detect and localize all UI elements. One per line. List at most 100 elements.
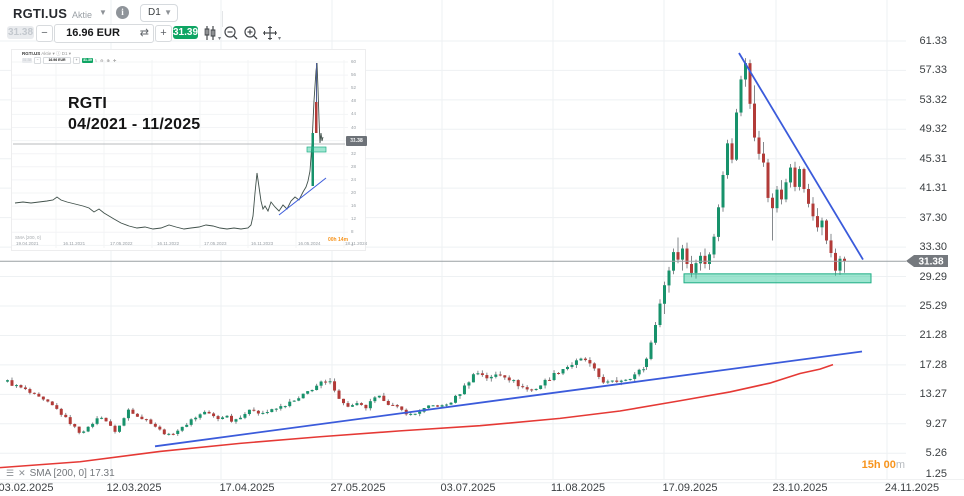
candle-body: [637, 369, 641, 375]
date-axis[interactable]: 03.02.2025 12.03.2025 17.04.2025 27.05.2025…: [0, 480, 964, 496]
candle-body: [798, 169, 801, 187]
candle-body: [77, 426, 81, 433]
trendline-descending-resistance[interactable]: [738, 52, 864, 261]
candle-body: [645, 358, 648, 367]
inset-x-axis-label: 19.04.2021: [16, 241, 39, 246]
candle-body: [171, 433, 175, 435]
candle-body: [234, 419, 238, 422]
candle-body: [543, 379, 547, 386]
x-axis-label: 03.07.2025: [440, 482, 496, 494]
swap-icon[interactable]: ⇄: [139, 27, 149, 39]
timeframe-dropdown[interactable]: D1 ▼: [140, 4, 178, 22]
candle-body: [454, 395, 457, 403]
candle-body: [346, 403, 350, 407]
candle-body: [203, 411, 207, 415]
candle-body: [753, 103, 756, 138]
candle-body: [606, 381, 610, 383]
inset-y-axis-label: 8: [351, 229, 354, 235]
inset-bid-badge: 31.38: [22, 57, 32, 63]
candle-body: [717, 207, 720, 237]
candle-body: [802, 169, 806, 189]
candle-body: [534, 388, 538, 390]
toolbar-row-symbol: RGTI.US Aktie ▼ i D1 ▼: [0, 4, 320, 27]
candle-body: [55, 405, 59, 409]
y-axis-label: 5.26: [925, 447, 947, 460]
candle-body: [579, 358, 583, 361]
candle-body: [95, 418, 99, 424]
inset-minus-button: −: [34, 56, 41, 64]
instrument-type-label: Aktie: [72, 10, 93, 20]
info-icon[interactable]: i: [116, 6, 129, 19]
candle-body: [721, 175, 725, 208]
candle-body: [690, 263, 693, 273]
candle-body: [418, 411, 422, 414]
x-axis-label: 12.03.2025: [106, 482, 162, 494]
y-axis-label: 13.27: [919, 388, 947, 401]
candle-body: [41, 396, 45, 400]
inset-y-axis-label: 36: [351, 137, 357, 143]
candle-body: [386, 400, 390, 405]
candle-body: [726, 143, 729, 176]
zoom-in-icon[interactable]: [243, 25, 259, 41]
candle-body: [185, 424, 189, 427]
candle-body: [377, 395, 381, 398]
inset-price-path: [14, 62, 324, 230]
candle-body: [503, 375, 507, 378]
candle-body: [342, 398, 345, 404]
x-axis-label: 27.05.2025: [330, 482, 386, 494]
candle-body: [216, 416, 220, 420]
candle-body: [485, 375, 489, 379]
last-price-badge-text: 31.38: [918, 257, 943, 268]
candle-body: [32, 392, 36, 394]
indicator-settings-icon[interactable]: ☰: [6, 467, 15, 478]
candle-body: [270, 409, 274, 413]
candle-body: [301, 393, 305, 399]
inset-y-axis-label: 52: [351, 85, 357, 91]
candle-body: [642, 369, 646, 371]
support-zone[interactable]: [683, 273, 872, 284]
crosshair-icon[interactable]: [262, 25, 278, 41]
quantity-increase-button[interactable]: +: [155, 25, 172, 42]
candle-body: [230, 415, 233, 422]
inset-title-symbol: RGTI: [68, 95, 108, 112]
candle-body: [288, 401, 292, 407]
candle-body: [561, 369, 565, 374]
indicator-remove-icon[interactable]: ✕: [18, 467, 26, 478]
candle-body: [333, 381, 337, 391]
inset-y-axis-label: 20: [351, 190, 357, 195]
candle-body: [368, 401, 372, 409]
candle-body: [279, 406, 283, 409]
x-axis-label: 23.10.2025: [772, 482, 828, 494]
candle-body: [633, 374, 637, 379]
candle-body: [126, 409, 130, 419]
candle-body: [382, 395, 386, 401]
candle-body: [807, 188, 810, 204]
inset-spike-green-body: [311, 133, 314, 186]
inset-mini-toolbar-symbol: RGTI.US Aktie ▾ ⓘ D1 ▾: [22, 51, 72, 56]
sma-line[interactable]: [0, 363, 834, 469]
chart-type-icon[interactable]: [202, 25, 218, 41]
candle-body: [583, 358, 587, 361]
symbol-dropdown-caret-icon[interactable]: ▼: [99, 8, 107, 17]
candle-body: [324, 381, 328, 383]
candle-body: [476, 373, 480, 375]
inset-y-axis-label: 12: [351, 216, 357, 222]
price-axis[interactable]: 61.33 57.33 53.32 49.32 45.31 41.31 37.30 33.30…: [906, 0, 964, 480]
x-axis-label: 11.08.2025: [550, 482, 606, 494]
candle-body: [315, 385, 319, 391]
quantity-decrease-button[interactable]: −: [36, 25, 53, 42]
toolbar-row-order: 31.38 − 16.96 EUR ⇄ + 31.39 ▾: [0, 24, 320, 43]
order-price-input[interactable]: 16.96 EUR ⇄: [54, 24, 154, 43]
inset-y-axis-label: 60: [351, 59, 357, 64]
y-axis-label: 45.31: [919, 152, 947, 165]
candle-body: [400, 406, 404, 410]
last-price-badge: 31.38: [905, 254, 949, 268]
zoom-out-icon[interactable]: [223, 25, 239, 41]
sma-indicator-label: SMA [200, 0] 17.31: [29, 467, 115, 479]
candle-body: [140, 416, 144, 420]
trendline-ascending-support[interactable]: [154, 350, 863, 448]
candle-body: [431, 405, 435, 407]
inset-x-axis-label: 16.11.2022: [157, 241, 180, 246]
candle-body: [436, 405, 440, 407]
